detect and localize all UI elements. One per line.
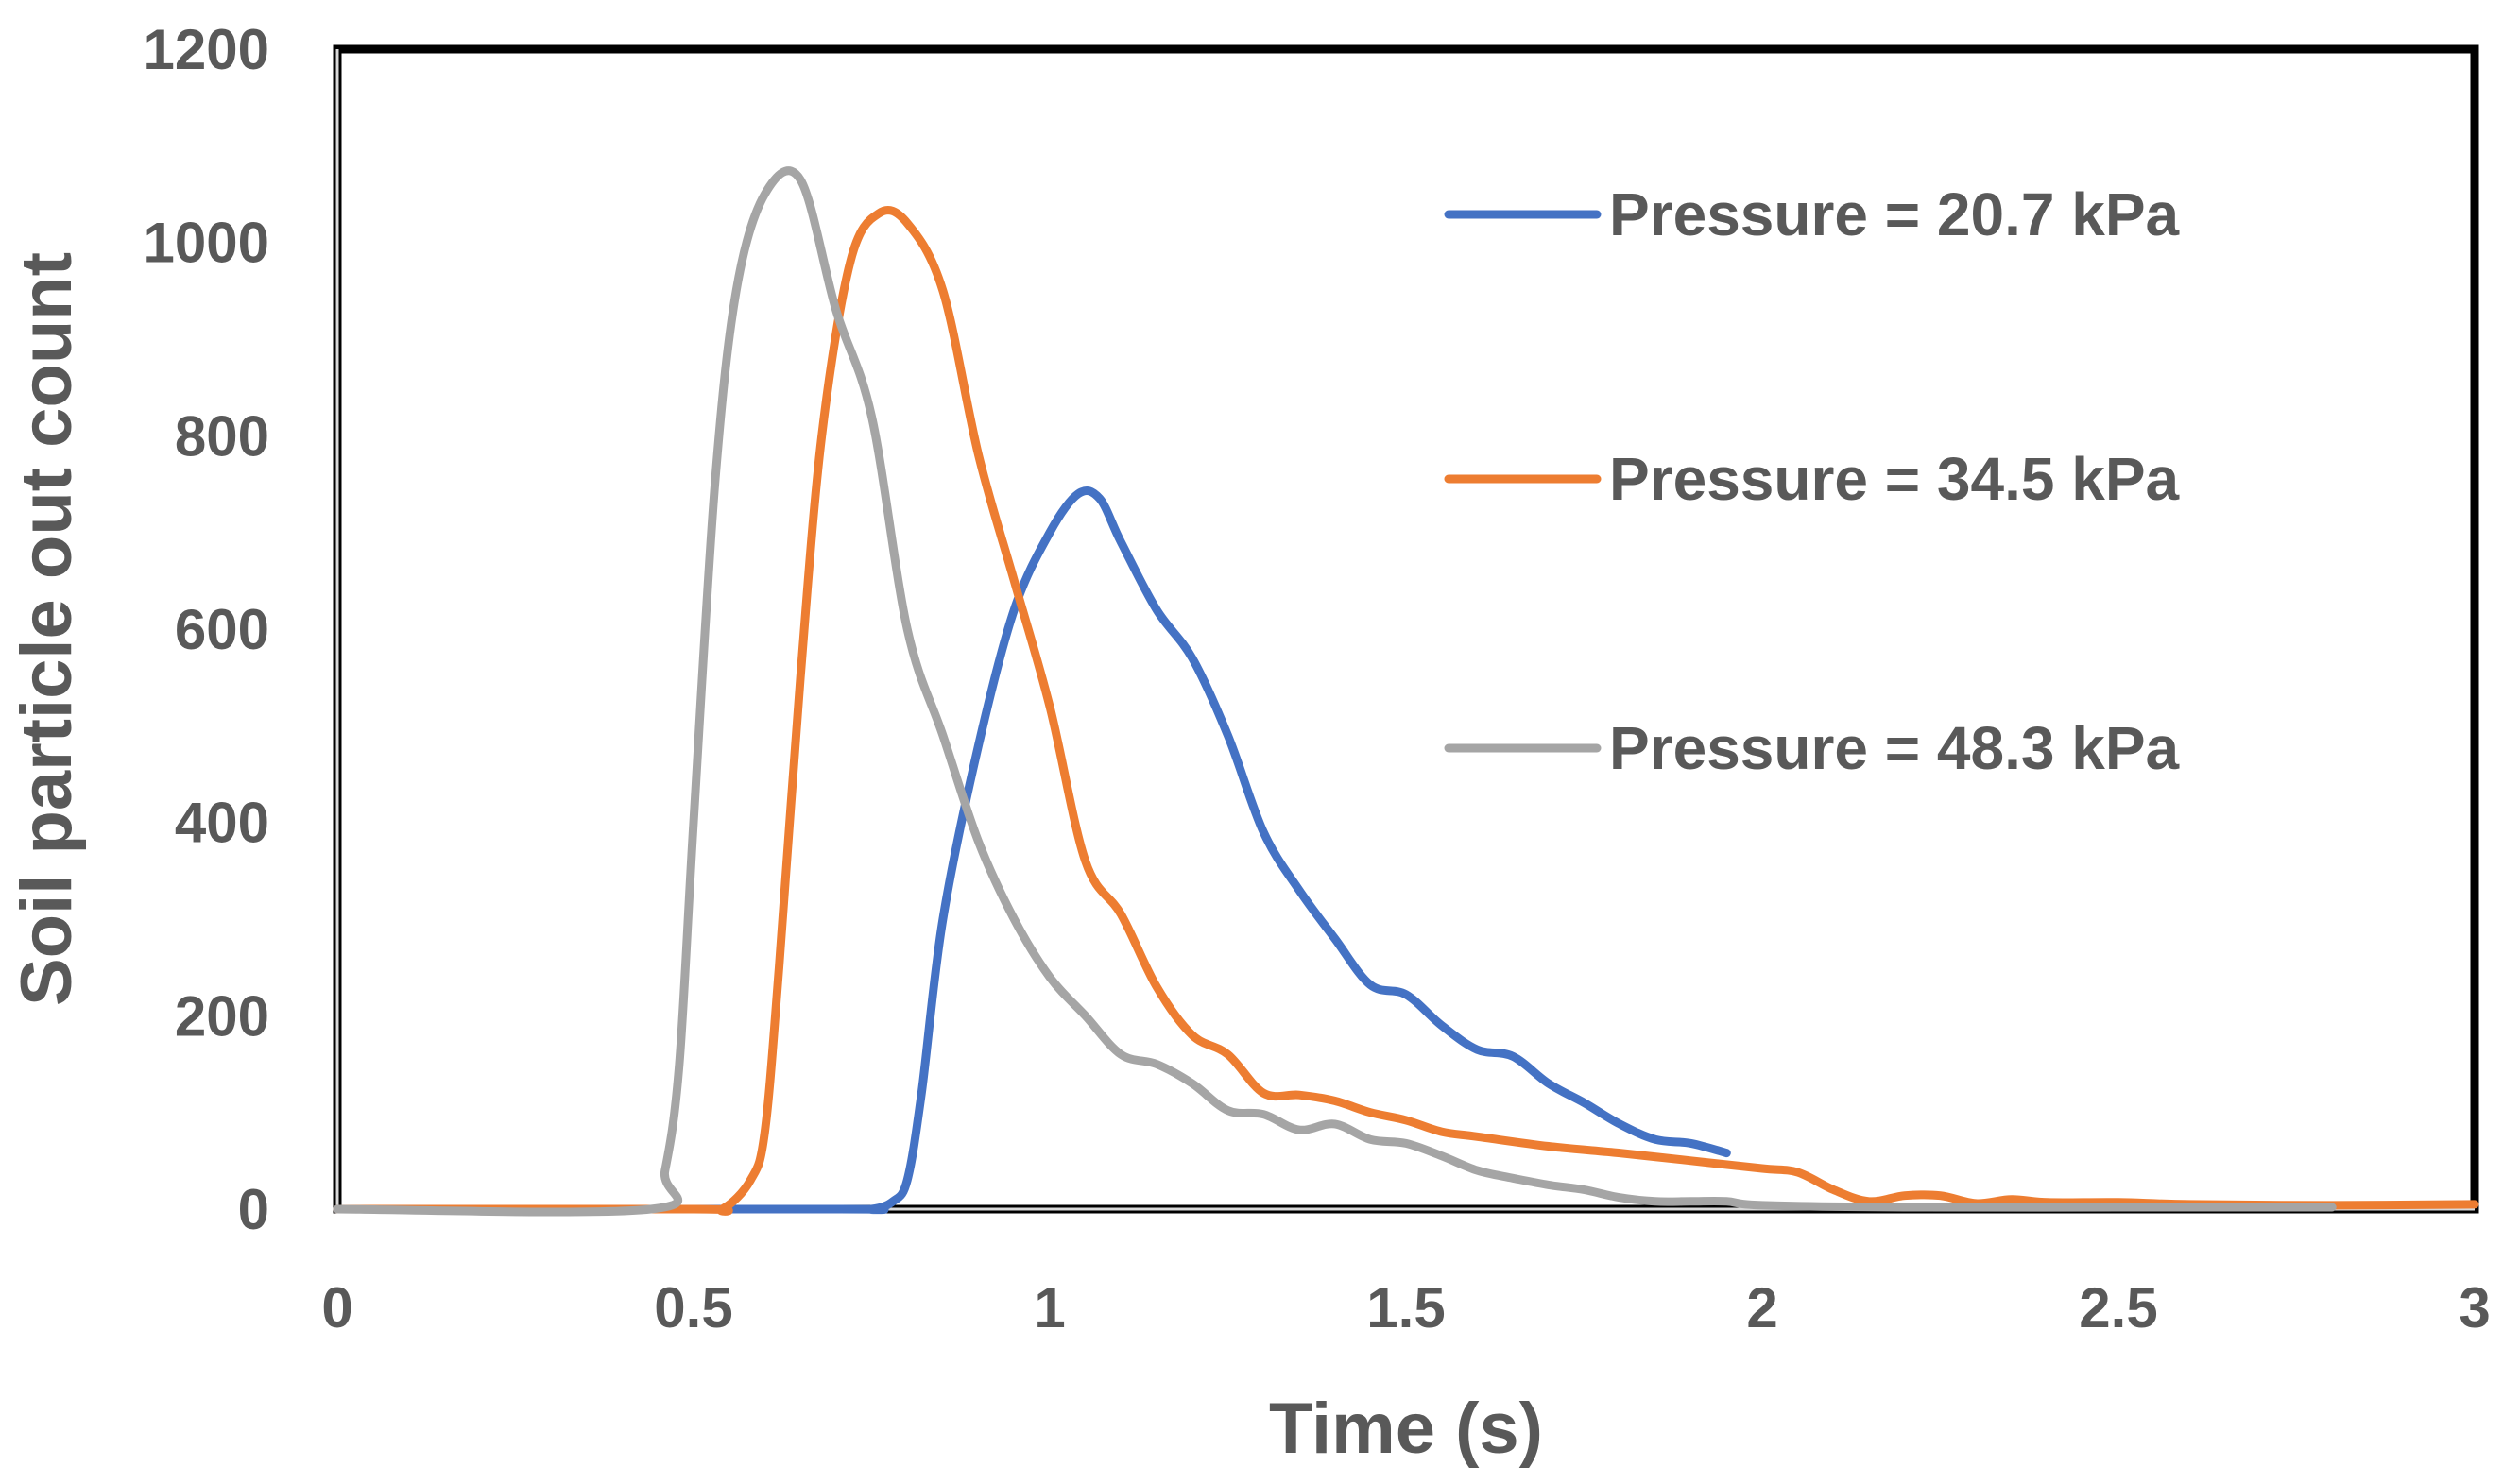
y-tick-label: 200	[175, 984, 269, 1048]
y-tick-label: 1000	[144, 212, 269, 275]
x-tick-label: 3	[2459, 1276, 2490, 1339]
legend: Pressure = 20.7 kPa Pressure = 34.5 kPa Pr…	[1444, 180, 2180, 782]
y-tick-label: 600	[175, 598, 269, 661]
y-tick-label: 1200	[144, 18, 269, 81]
x-tick-label: 0	[321, 1276, 352, 1339]
y-tick-label: 0	[238, 1178, 269, 1241]
series-line-2	[333, 206, 2479, 1216]
x-tick-label: 2.5	[2079, 1276, 2157, 1339]
series-layer	[333, 166, 2479, 1217]
legend-label-3: Pressure = 48.3 kPa	[1609, 714, 2180, 782]
x-tick-labels: 0 0.5 1 1.5 2 2.5 3	[321, 1276, 2490, 1339]
x-tick-label: 2	[1746, 1276, 1777, 1339]
y-tick-labels: 0 200 400 600 800 1000 1200	[144, 18, 269, 1241]
series-line-1	[333, 486, 1731, 1215]
x-axis-title: Time (s)	[1269, 1389, 1543, 1469]
y-axis-title: Soil particle out count	[7, 252, 87, 1006]
y-tick-label: 400	[175, 792, 269, 855]
y-tick-label: 800	[175, 404, 269, 468]
series-line-3	[333, 166, 2337, 1217]
legend-label-1: Pressure = 20.7 kPa	[1609, 180, 2180, 248]
x-tick-label: 1	[1034, 1276, 1065, 1339]
x-tick-label: 1.5	[1366, 1276, 1445, 1339]
x-tick-label: 0.5	[654, 1276, 732, 1339]
legend-label-2: Pressure = 34.5 kPa	[1609, 445, 2180, 513]
plot-area	[333, 44, 2479, 1214]
